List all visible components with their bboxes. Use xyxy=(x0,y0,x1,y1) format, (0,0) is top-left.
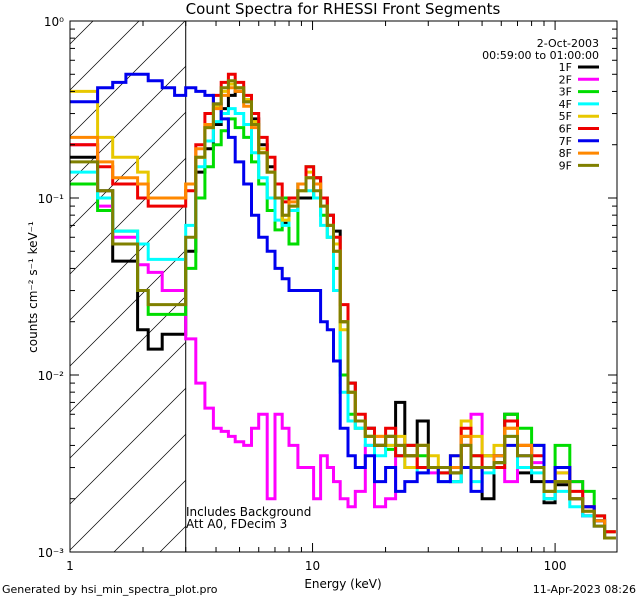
legend-label-9F: 9F xyxy=(559,159,572,172)
footer-timestamp: 11-Apr-2023 08:26 xyxy=(532,583,636,596)
series-layer xyxy=(70,72,616,540)
y-tick-label: 10⁻² xyxy=(38,369,65,383)
series-2F-line xyxy=(70,143,616,540)
legend-label-7F: 7F xyxy=(559,135,572,148)
legend-label-5F: 5F xyxy=(559,110,572,123)
legend-label-6F: 6F xyxy=(559,123,572,136)
annotation-background: Includes Background xyxy=(186,505,311,519)
legend-date: 2-Oct-2003 xyxy=(537,37,599,50)
x-tick-label: 10 xyxy=(305,559,320,573)
legend-label-3F: 3F xyxy=(559,86,572,99)
hatch-line xyxy=(70,21,232,183)
footer-generated-by: Generated by hsi_min_spectra_plot.pro xyxy=(2,583,218,596)
x-axis-label: Energy (keV) xyxy=(304,577,381,591)
axis-ticks xyxy=(69,20,617,553)
legend-label-2F: 2F xyxy=(559,73,572,86)
chart-title: Count Spectra for RHESSI Front Segments xyxy=(186,0,501,18)
x-tick-label: 1 xyxy=(66,559,74,573)
annotation-attenuator: Att A0, FDecim 3 xyxy=(186,517,287,531)
y-tick-label: 10⁰ xyxy=(44,15,64,29)
legend-time-range: 00:59:00 to 01:00:00 xyxy=(482,49,599,62)
series-9F-line xyxy=(70,79,616,540)
y-tick-labels: 10⁰ 10⁻¹ 10⁻² 10⁻³ xyxy=(38,15,65,560)
y-axis-label: counts cm⁻² s⁻¹ keV⁻¹ xyxy=(26,221,40,353)
y-tick-label: 10⁻¹ xyxy=(38,192,65,206)
legend-label-4F: 4F xyxy=(559,98,572,111)
plot-frame xyxy=(69,20,618,553)
x-tick-label: 100 xyxy=(544,559,567,573)
hatch-line xyxy=(0,21,1,552)
legend-label-8F: 8F xyxy=(559,147,572,160)
hatch-line xyxy=(620,21,640,552)
y-tick-label: 10⁻³ xyxy=(38,546,65,560)
x-tick-labels: 1 10 100 xyxy=(66,559,566,573)
legend-label-1F: 1F xyxy=(559,61,572,74)
